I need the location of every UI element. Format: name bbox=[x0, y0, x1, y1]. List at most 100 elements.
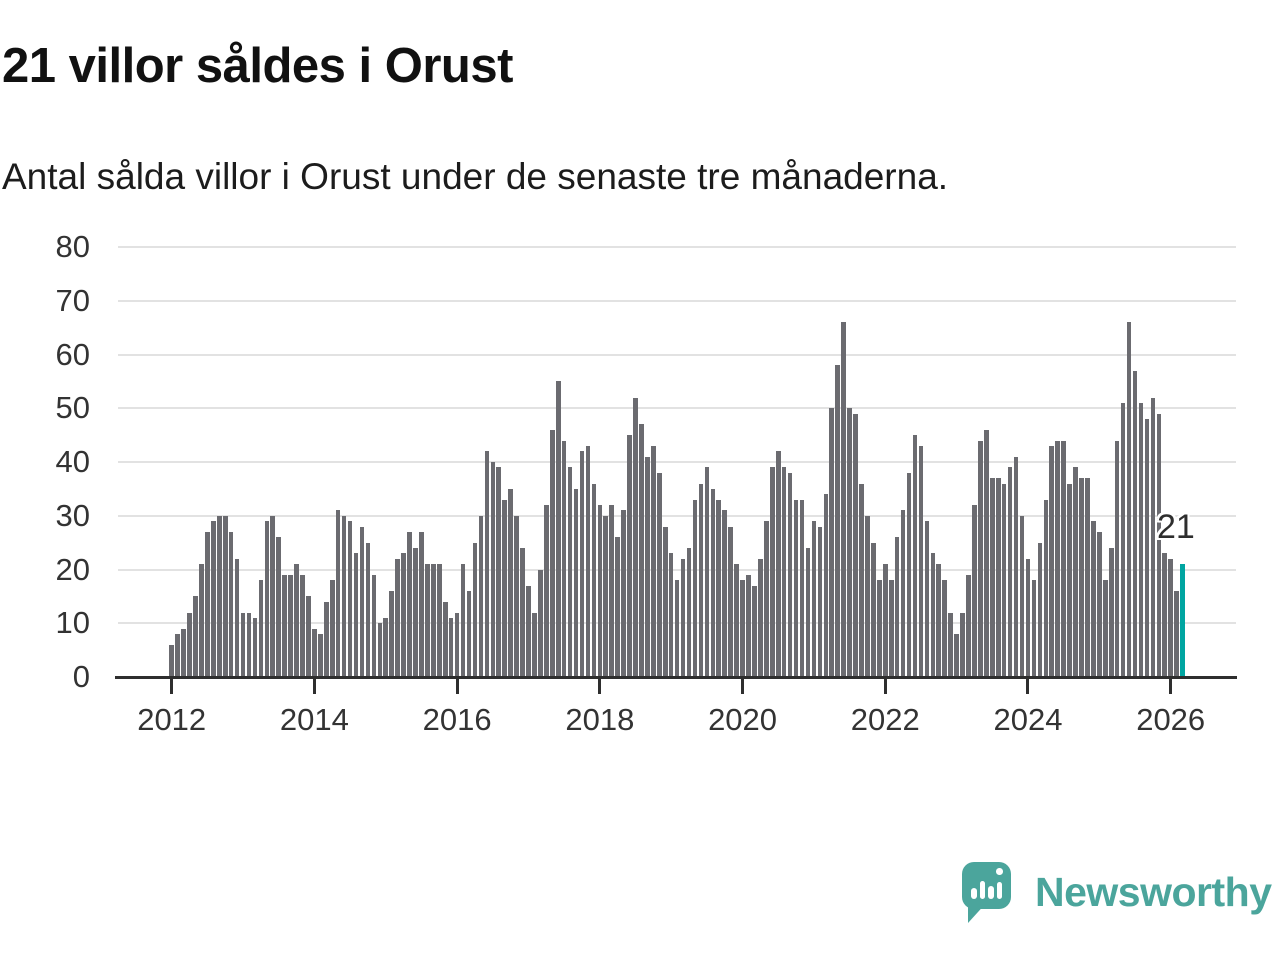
bar bbox=[805, 548, 811, 677]
bar bbox=[894, 537, 900, 677]
bar bbox=[502, 499, 507, 677]
bar bbox=[1126, 322, 1132, 677]
x-tick-mark bbox=[1169, 679, 1173, 694]
bar bbox=[347, 521, 353, 677]
bar bbox=[460, 564, 466, 677]
bar bbox=[222, 515, 228, 677]
bar bbox=[871, 542, 876, 677]
y-tick-label: 20 bbox=[55, 551, 90, 587]
bar bbox=[193, 596, 198, 677]
bar bbox=[567, 467, 573, 677]
bar bbox=[930, 553, 936, 677]
bar bbox=[1132, 370, 1138, 677]
bar bbox=[1073, 467, 1078, 677]
bar bbox=[555, 381, 561, 677]
bar bbox=[258, 580, 264, 677]
bar bbox=[954, 634, 959, 677]
bar bbox=[246, 612, 252, 677]
bar bbox=[823, 494, 829, 677]
x-tick-label: 2012 bbox=[137, 702, 207, 737]
y-tick-label: 60 bbox=[55, 336, 90, 372]
gridline bbox=[118, 514, 1236, 517]
bar bbox=[906, 472, 912, 677]
bar bbox=[912, 435, 918, 677]
bar bbox=[520, 548, 525, 677]
bar bbox=[657, 472, 662, 677]
bar bbox=[769, 467, 775, 677]
bar bbox=[1067, 483, 1072, 677]
bar bbox=[401, 553, 406, 677]
bar bbox=[282, 574, 287, 677]
bar bbox=[270, 515, 276, 677]
bar bbox=[740, 580, 745, 677]
x-tick-label: 2026 bbox=[1136, 702, 1206, 737]
bar bbox=[984, 429, 989, 677]
bar bbox=[353, 553, 359, 677]
x-tick-label: 2014 bbox=[279, 702, 349, 737]
bar bbox=[799, 499, 805, 677]
bar bbox=[633, 397, 638, 677]
bar bbox=[918, 445, 924, 677]
x-tick-label: 2016 bbox=[422, 702, 492, 737]
bar bbox=[764, 521, 769, 677]
bar bbox=[591, 483, 597, 677]
bar bbox=[472, 542, 478, 677]
x-tick-label: 2024 bbox=[993, 702, 1063, 737]
bar bbox=[888, 580, 894, 677]
gridline bbox=[118, 299, 1236, 302]
bar bbox=[651, 445, 656, 677]
bar bbox=[746, 574, 751, 677]
bar bbox=[960, 612, 965, 677]
bar bbox=[758, 558, 763, 677]
bar bbox=[1091, 521, 1096, 677]
bar bbox=[1085, 478, 1090, 677]
bar bbox=[1013, 456, 1019, 677]
x-tick-label: 2018 bbox=[565, 702, 635, 737]
bar bbox=[728, 526, 733, 677]
bar bbox=[781, 467, 787, 677]
bar bbox=[710, 488, 716, 677]
bar bbox=[1007, 467, 1013, 677]
bar bbox=[466, 591, 472, 677]
y-tick-label: 50 bbox=[55, 390, 90, 426]
bar bbox=[924, 521, 930, 677]
bar bbox=[383, 617, 389, 677]
bar bbox=[936, 564, 942, 677]
bar bbox=[1108, 548, 1114, 677]
bar bbox=[448, 617, 454, 677]
bar bbox=[1055, 440, 1060, 677]
bar bbox=[377, 623, 383, 677]
speech-bubble-tail bbox=[968, 901, 988, 923]
bar bbox=[484, 451, 490, 677]
page-title: 21 villor såldes i Orust bbox=[2, 39, 513, 93]
bar bbox=[668, 553, 674, 677]
bar bbox=[686, 548, 692, 677]
bar bbox=[329, 580, 335, 677]
bar bbox=[413, 548, 418, 677]
bar bbox=[835, 365, 840, 677]
bar bbox=[538, 569, 543, 677]
bar bbox=[877, 580, 882, 677]
bar bbox=[359, 526, 365, 677]
chart-subtitle: Antal sålda villor i Orust under de sena… bbox=[2, 156, 949, 197]
bar bbox=[234, 558, 240, 677]
bar bbox=[508, 488, 513, 677]
bar bbox=[597, 505, 603, 677]
bar bbox=[692, 499, 698, 677]
highlight-bar bbox=[1180, 564, 1185, 677]
bar bbox=[990, 478, 995, 677]
bar bbox=[645, 456, 650, 677]
bar bbox=[478, 515, 484, 677]
bar bbox=[1037, 542, 1043, 677]
bar bbox=[1168, 558, 1173, 677]
bar bbox=[1079, 478, 1084, 677]
bar bbox=[312, 628, 317, 677]
bar bbox=[900, 510, 906, 677]
x-tick-mark bbox=[883, 679, 887, 694]
bar bbox=[306, 596, 311, 677]
bar bbox=[454, 612, 460, 677]
bar bbox=[1174, 591, 1179, 677]
y-tick-label: 70 bbox=[55, 282, 90, 318]
bar bbox=[603, 515, 609, 677]
